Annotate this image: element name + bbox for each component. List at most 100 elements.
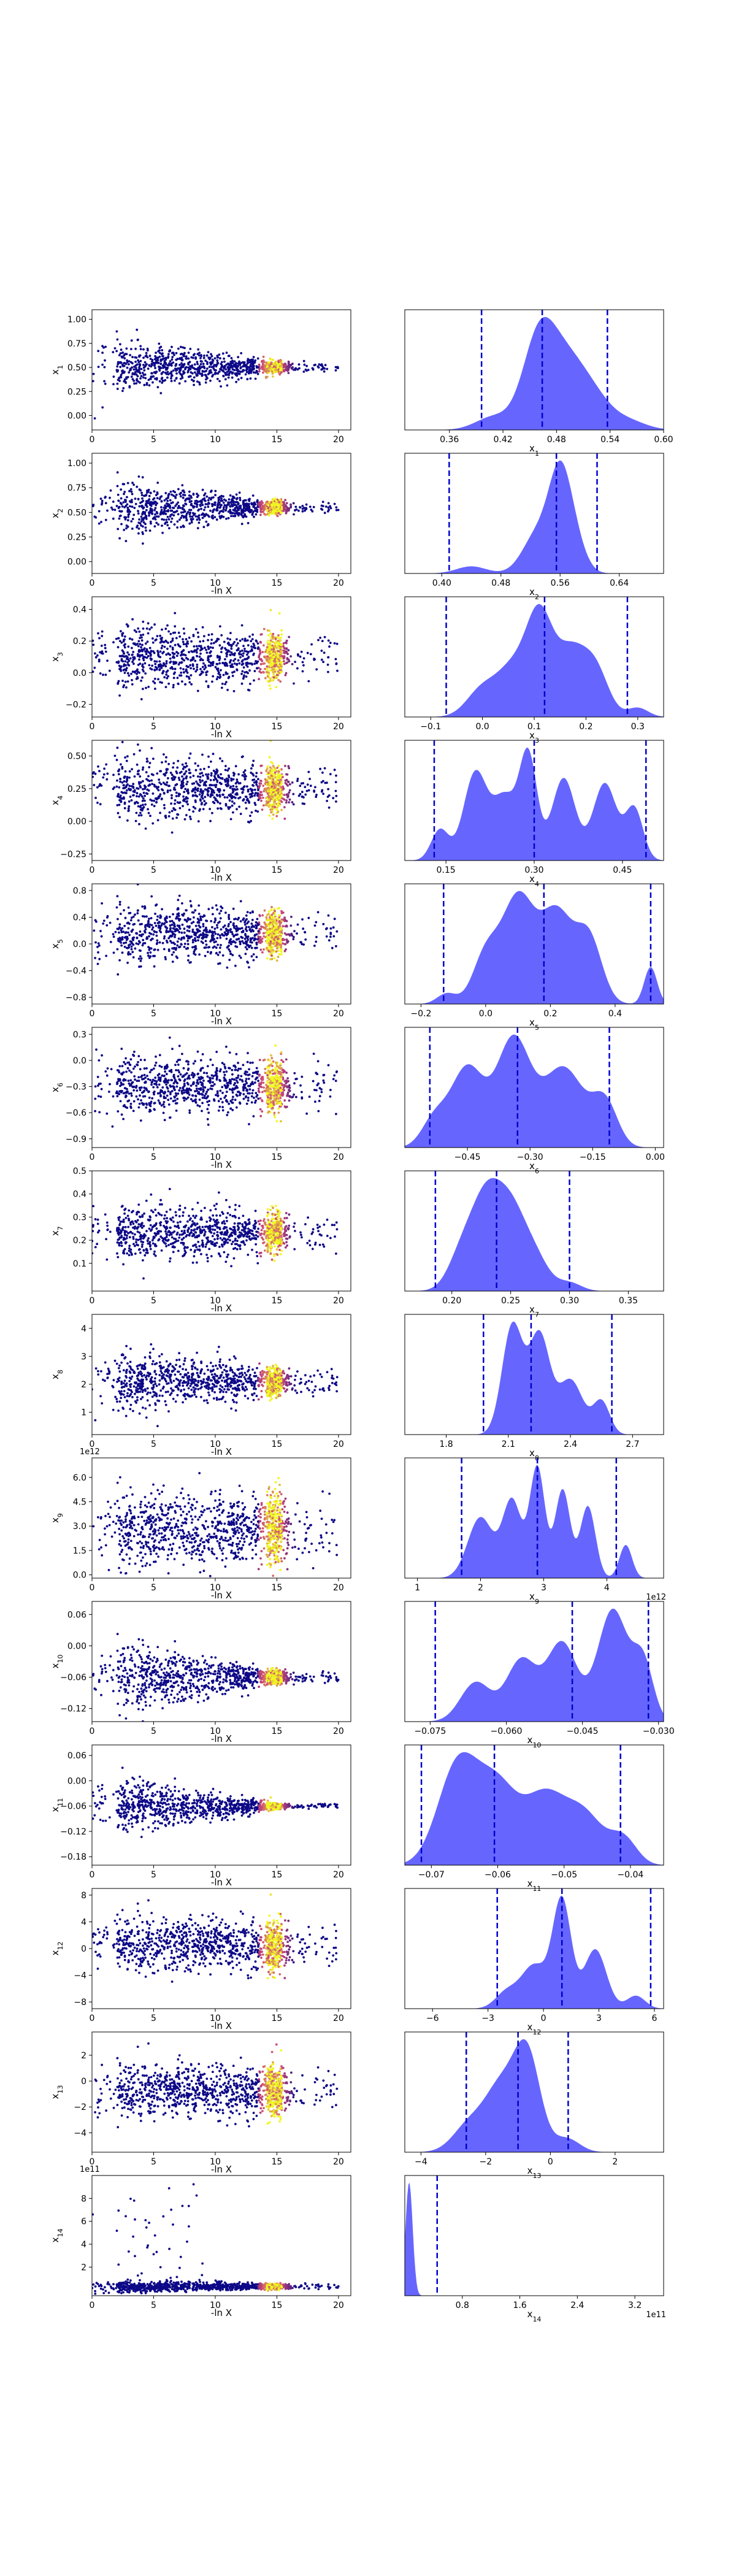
scatter-point [153, 364, 156, 367]
scatter-point [159, 641, 162, 644]
scatter-point [176, 526, 178, 529]
scatter-point [129, 657, 132, 660]
scatter-point [239, 639, 242, 642]
scatter-point [117, 637, 120, 640]
scatter-point [259, 668, 262, 670]
scatter-point [177, 507, 180, 510]
scatter-point [185, 783, 188, 786]
scatter-point [274, 645, 277, 648]
scatter-point [161, 524, 163, 527]
scatter-point [275, 777, 278, 780]
scatter-point [209, 379, 212, 382]
scatter-point [224, 368, 228, 371]
scatter-point [167, 642, 169, 644]
scatter-point [246, 506, 248, 509]
scatter-point [239, 363, 242, 366]
scatter-point [145, 760, 148, 763]
scatter-point [249, 364, 252, 367]
scatter-point [241, 370, 244, 373]
scatter-point [104, 518, 107, 521]
scatter-point [133, 366, 136, 368]
scatter-point [225, 351, 228, 354]
scatter-point [158, 369, 161, 372]
scatter-point [104, 496, 107, 499]
scatter-point [113, 347, 117, 350]
scatter-point [140, 680, 143, 682]
scatter-point [164, 492, 167, 494]
scatter-point [231, 954, 234, 957]
scatter-point [254, 510, 257, 512]
scatter-point [185, 762, 188, 765]
x-tick-label: 0.40 [432, 578, 451, 588]
scatter-point [320, 363, 323, 366]
scatter-point [268, 684, 271, 687]
scatter-point [266, 675, 269, 678]
scatter-point [266, 767, 269, 770]
scatter-point [188, 522, 191, 525]
scatter-point [250, 946, 253, 949]
scatter-point [220, 783, 223, 785]
scatter-point [174, 364, 177, 367]
scatter-point [258, 363, 261, 366]
scatter-point [145, 383, 148, 386]
scatter-point [309, 653, 312, 656]
scatter-point [271, 781, 274, 784]
scatter-point [332, 797, 335, 800]
scatter-point [154, 367, 157, 369]
scatter-point [266, 657, 269, 661]
scatter-point [185, 519, 188, 522]
scatter-point [285, 799, 288, 802]
scatter-point [210, 490, 212, 493]
scatter-point [115, 330, 118, 333]
scatter-point [199, 799, 202, 802]
scatter-point [174, 802, 176, 805]
scatter-point [270, 791, 272, 794]
y-tick-label: 0.4 [73, 605, 86, 615]
scatter-point [161, 681, 163, 684]
scatter-point [145, 351, 148, 355]
scatter-point [279, 788, 282, 791]
density-panel-frame [404, 309, 664, 431]
scatter-point [137, 497, 140, 500]
scatter-point [178, 674, 181, 677]
scatter-point [145, 500, 148, 503]
scatter-point [271, 789, 274, 792]
scatter-point [207, 755, 210, 758]
scatter-point [234, 512, 236, 515]
scatter-point [169, 789, 172, 792]
scatter-point [239, 813, 242, 815]
scatter-point [198, 354, 201, 357]
scatter-point [167, 762, 170, 765]
x-tick-label: 10 [210, 435, 221, 445]
scatter-point [264, 778, 267, 781]
scatter-point [320, 781, 323, 784]
scatter-point [299, 506, 301, 508]
scatter-point [301, 661, 304, 664]
scatter-point [292, 792, 295, 795]
scatter-point [192, 788, 195, 791]
scatter-point [140, 639, 144, 642]
y-tick-label: 0.25 [67, 784, 86, 794]
scatter-point [182, 671, 185, 674]
scatter-point [278, 660, 281, 662]
scatter-point [161, 381, 164, 384]
scatter-point [127, 807, 130, 810]
scatter-point [240, 377, 243, 380]
scatter-point [215, 509, 218, 512]
scatter-point [272, 679, 275, 682]
scatter-point [153, 799, 156, 802]
scatter-point [115, 637, 118, 640]
scatter-point [192, 810, 194, 813]
scatter-point [190, 667, 192, 670]
scatter-point [196, 665, 199, 669]
scatter-point [187, 351, 190, 354]
scatter-point [153, 623, 156, 626]
scatter-point [302, 370, 305, 373]
scatter-point [126, 661, 129, 664]
scatter-point [244, 373, 247, 376]
scatter-point [226, 784, 228, 788]
scatter-point [139, 377, 142, 380]
scatter-point [112, 351, 115, 353]
scatter-point [285, 783, 288, 786]
